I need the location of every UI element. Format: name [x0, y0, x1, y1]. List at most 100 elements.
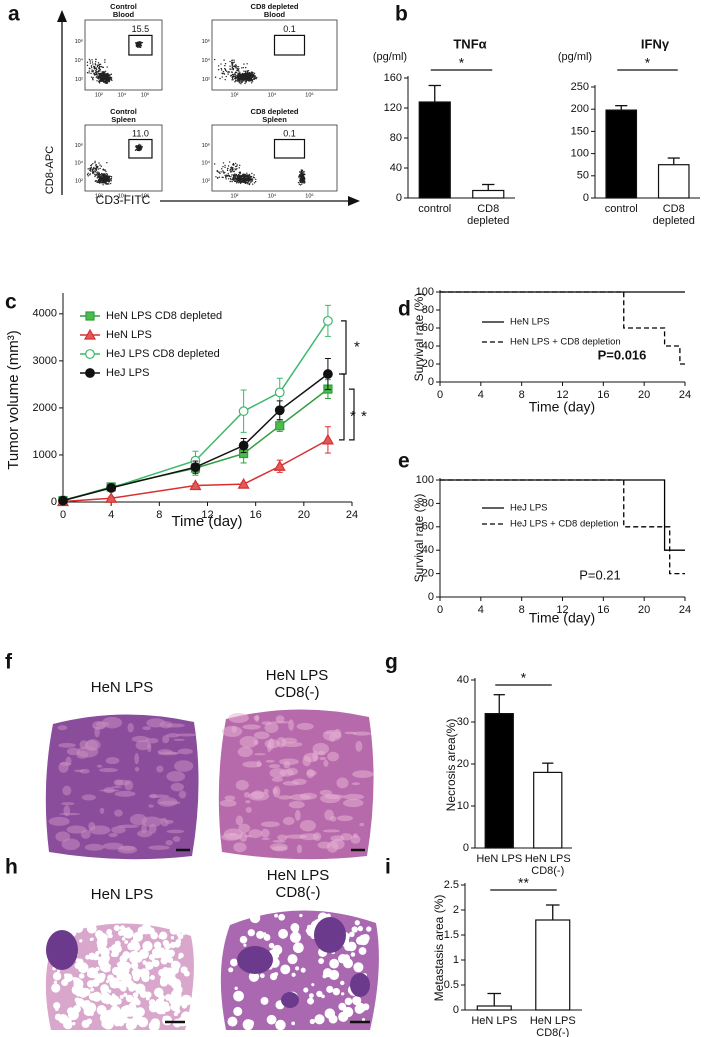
event-dot: [95, 74, 96, 75]
event-dot: [108, 81, 109, 82]
alveolus: [92, 992, 102, 1002]
event-dot: [252, 76, 253, 77]
alveolus: [175, 1008, 180, 1013]
axis-tick-label: 10²: [231, 193, 239, 199]
label-box: HeN LPS: [466, 1015, 522, 1037]
alveolus: [366, 926, 371, 931]
event-dot: [92, 63, 93, 64]
marker: [275, 461, 285, 470]
alveolus: [291, 1022, 295, 1026]
event-dot: [108, 179, 109, 180]
event-dot: [253, 77, 254, 78]
event-dot: [236, 66, 237, 67]
x-tick-label: 24: [346, 509, 358, 521]
alveolus: [129, 955, 137, 963]
alveolus: [132, 968, 142, 978]
y-tick-label: 160: [384, 72, 402, 84]
event-dot: [227, 170, 228, 171]
alveolus: [175, 989, 179, 993]
alveolus: [106, 1000, 110, 1004]
gate-value: 15.5: [132, 24, 150, 34]
event-dot: [251, 179, 252, 180]
event-dot: [214, 163, 215, 164]
alveolus: [165, 994, 172, 1001]
event-dot: [138, 149, 139, 150]
event-dot: [102, 175, 103, 176]
event-dot: [234, 65, 235, 66]
alveolus: [303, 988, 308, 993]
alveolus: [291, 973, 295, 977]
alveolus: [352, 926, 358, 932]
panel-label: h: [5, 856, 18, 879]
event-dot: [98, 168, 99, 169]
event-dot: [97, 64, 98, 65]
y-tick-label: 3000: [33, 355, 57, 367]
alveolus: [155, 946, 158, 949]
event-dot: [230, 176, 231, 177]
event-dot: [221, 72, 222, 73]
tissue-texture: [270, 768, 287, 778]
event-dot: [93, 172, 94, 173]
alveolus: [358, 926, 363, 931]
event-dot: [219, 176, 220, 177]
bar: [606, 110, 636, 198]
event-dot: [89, 70, 90, 71]
event-dot: [251, 79, 252, 80]
event-dot: [301, 183, 302, 184]
y-tick-label: 200: [571, 103, 589, 115]
event-dot: [225, 177, 226, 178]
event-dot: [100, 76, 101, 77]
event-dot: [102, 177, 103, 178]
tissue-texture: [58, 743, 75, 748]
tissue-texture: [145, 738, 158, 743]
tissue-texture: [302, 756, 311, 767]
event-dot: [237, 164, 238, 165]
arrow-head: [348, 196, 360, 206]
event-dot: [245, 74, 246, 75]
label-box: control: [593, 203, 649, 247]
flow-plot: 11.0ControlSpleen10²10²10⁴10⁴10⁶10⁶: [75, 107, 162, 199]
event-dot: [239, 165, 240, 166]
event-dot: [228, 71, 229, 72]
axis-tick-label: 10⁴: [202, 57, 211, 64]
event-dot: [217, 178, 218, 179]
event-dot: [238, 81, 239, 82]
legend-label: HeJ LPS + CD8 depletion: [510, 519, 619, 530]
y-tick-label: 20: [457, 758, 469, 770]
event-dot: [87, 72, 88, 73]
event-dot: [96, 72, 97, 73]
event-dot: [106, 176, 107, 177]
event-dot: [95, 59, 96, 60]
event-dot: [241, 179, 242, 180]
event-dot: [99, 82, 100, 83]
tissue-texture: [240, 736, 258, 748]
alveolus: [124, 953, 129, 958]
event-dot: [236, 178, 237, 179]
event-dot: [109, 180, 110, 181]
panel-label: a: [8, 3, 20, 26]
y-tick-label: 80: [390, 132, 402, 144]
label-box: control: [407, 203, 463, 247]
tissue-texture: [148, 804, 154, 807]
event-dot: [101, 73, 102, 74]
x-tick-label: control: [407, 203, 463, 215]
x-tick-label: CD8 depleted: [460, 203, 516, 227]
event-dot: [111, 77, 112, 78]
event-dot: [246, 63, 247, 64]
event-dot: [91, 69, 92, 70]
alveolus: [95, 967, 99, 971]
event-dot: [103, 81, 104, 82]
event-dot: [302, 181, 303, 182]
event-dot: [231, 174, 232, 175]
alveolus: [267, 1015, 277, 1025]
significance-bracket: [339, 374, 344, 440]
legend-label: HeN LPS: [106, 329, 152, 341]
event-dot: [237, 72, 238, 73]
y-tick-label: 10: [457, 800, 469, 812]
alveolus: [278, 929, 288, 939]
tissue-texture: [135, 767, 139, 772]
alveolus: [311, 983, 314, 986]
alveolus: [90, 938, 93, 941]
axis-tick-label: 10²: [231, 92, 239, 98]
legend-label: HeN LPS + CD8 depletion: [510, 337, 621, 348]
